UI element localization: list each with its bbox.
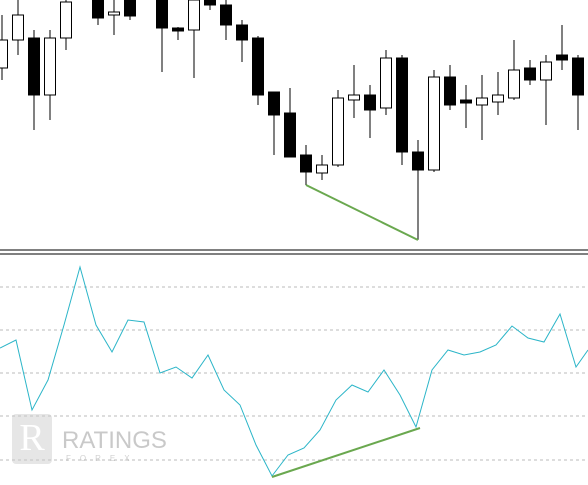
- oscillator-line: [0, 265, 588, 477]
- candle-body: [28, 37, 40, 96]
- candle-body: [428, 76, 440, 171]
- candle-body: [92, 0, 104, 19]
- divergence-line: [305, 184, 419, 241]
- candle-body: [188, 0, 200, 31]
- candle-body: [44, 37, 56, 96]
- watermark-logo: [12, 414, 52, 464]
- candle-body: [236, 24, 248, 41]
- candle-body: [156, 0, 168, 29]
- candle-body: [476, 97, 488, 106]
- candle-body: [492, 94, 504, 103]
- watermark-subtitle: FOREX: [66, 454, 139, 463]
- candle-body: [0, 39, 8, 69]
- candle-body: [300, 154, 312, 173]
- candle-body: [380, 57, 392, 109]
- candle-body: [348, 94, 360, 101]
- watermark: R RATINGS FOREX: [12, 414, 167, 464]
- candle-body: [396, 57, 408, 153]
- candle-body: [172, 27, 184, 32]
- candle-body: [556, 54, 568, 61]
- candle-body: [12, 14, 24, 41]
- candle-body: [60, 1, 72, 39]
- candle-body: [252, 37, 264, 96]
- divergence-line: [271, 427, 421, 478]
- candle-body: [204, 0, 216, 6]
- candle-body: [268, 91, 280, 116]
- candle-body: [508, 69, 520, 99]
- price-panel: [0, 0, 584, 241]
- oscillator-panel: [0, 265, 588, 478]
- candle-body: [364, 94, 376, 111]
- candle-body: [460, 99, 472, 104]
- watermark-logo-letter: R: [19, 417, 45, 459]
- candle-body: [444, 76, 456, 106]
- candle-body: [284, 112, 296, 158]
- candle-body: [524, 67, 536, 81]
- candle-body: [220, 4, 232, 26]
- candle-body: [412, 151, 424, 171]
- candle-body: [124, 0, 136, 17]
- watermark-title: RATINGS: [62, 427, 167, 454]
- candle-body: [572, 57, 584, 96]
- candle-body: [108, 11, 120, 16]
- candle-body: [316, 164, 328, 174]
- candle-body: [332, 97, 344, 166]
- candle-body: [540, 61, 552, 81]
